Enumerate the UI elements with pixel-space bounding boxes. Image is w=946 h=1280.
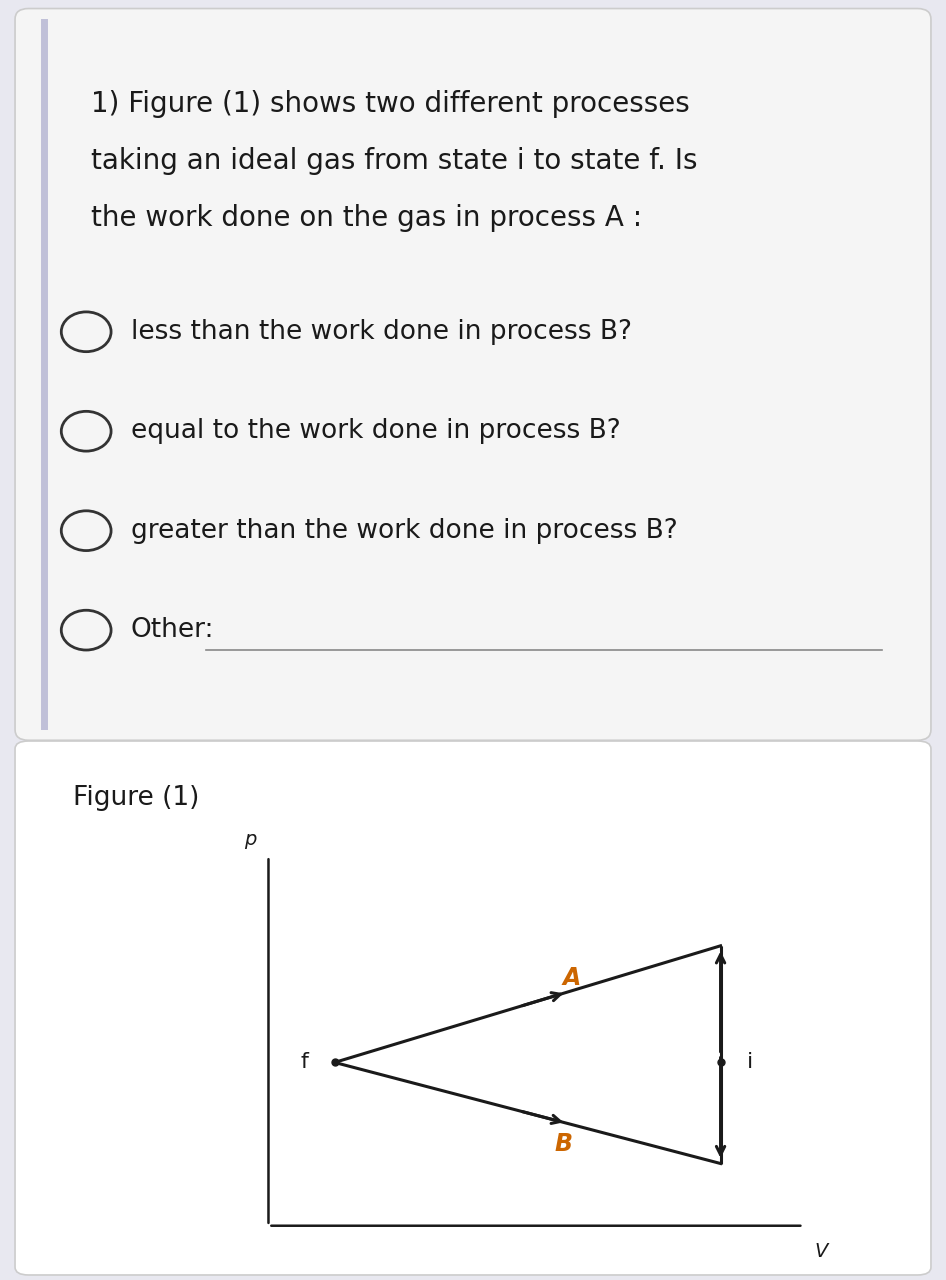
FancyBboxPatch shape	[15, 9, 931, 740]
Text: f: f	[300, 1052, 308, 1073]
Text: Figure (1): Figure (1)	[73, 785, 200, 812]
Text: i: i	[747, 1052, 754, 1073]
FancyBboxPatch shape	[15, 741, 931, 1275]
Text: greater than the work done in process B?: greater than the work done in process B?	[131, 517, 677, 544]
Text: less than the work done in process B?: less than the work done in process B?	[131, 319, 632, 344]
Text: the work done on the gas in process A :: the work done on the gas in process A :	[91, 204, 641, 232]
Text: 1) Figure (1) shows two different processes: 1) Figure (1) shows two different proces…	[91, 90, 690, 118]
Text: V: V	[815, 1242, 828, 1261]
Text: taking an ideal gas from state i to state f. Is: taking an ideal gas from state i to stat…	[91, 147, 697, 175]
Text: Other:: Other:	[131, 617, 214, 643]
Text: B: B	[554, 1132, 572, 1156]
Text: equal to the work done in process B?: equal to the work done in process B?	[131, 419, 621, 444]
Text: p: p	[244, 829, 257, 849]
Text: A: A	[563, 966, 581, 991]
